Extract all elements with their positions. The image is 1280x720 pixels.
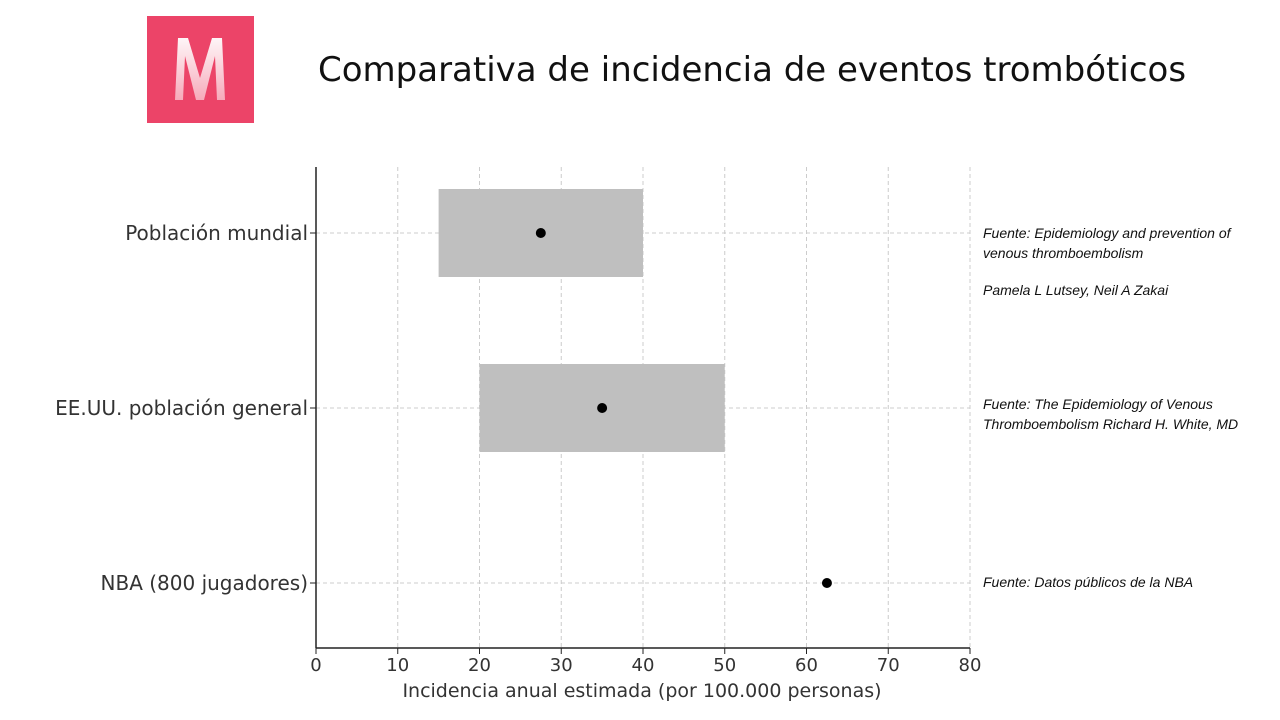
chart-axes bbox=[310, 167, 971, 654]
x-axis-label: Incidencia anual estimada (por 100.000 p… bbox=[402, 680, 881, 702]
x-tick-label-60: 60 bbox=[795, 655, 818, 676]
x-tick-label-0: 0 bbox=[310, 655, 321, 676]
x-tick-label-80: 80 bbox=[959, 655, 982, 676]
data-point-1 bbox=[597, 403, 608, 413]
source-note-4: Fuente: Datos públicos de la NBA bbox=[983, 574, 1194, 590]
data-point-2 bbox=[821, 578, 832, 588]
range-bars bbox=[438, 189, 725, 452]
category-label-1: EE.UU. población general bbox=[55, 396, 308, 420]
data-points bbox=[535, 228, 832, 588]
source-note-2: Pamela L Lutsey, Neil A Zakai bbox=[983, 282, 1169, 298]
x-tick-label-40: 40 bbox=[632, 655, 655, 676]
x-tick-label-20: 20 bbox=[468, 655, 491, 676]
category-label-0: Población mundial bbox=[125, 221, 308, 245]
source-note-1: Fuente: Epidemiology and prevention of v… bbox=[983, 225, 1231, 261]
data-point-0 bbox=[535, 228, 546, 238]
x-tick-label-50: 50 bbox=[713, 655, 736, 676]
slide-title: Comparativa de incidencia de eventos tro… bbox=[318, 50, 1187, 90]
brand-logo bbox=[147, 16, 254, 123]
x-tick-label-30: 30 bbox=[550, 655, 573, 676]
source-note-3: Fuente: The Epidemiology of Venous Throm… bbox=[983, 396, 1239, 432]
chart-labels: 0 10 20 30 40 50 60 70 80 Población mundial EE.UU.… bbox=[55, 221, 981, 702]
x-tick-label-10: 10 bbox=[386, 655, 409, 676]
x-tick-label-70: 70 bbox=[877, 655, 900, 676]
category-label-2: NBA (800 jugadores) bbox=[101, 571, 308, 595]
